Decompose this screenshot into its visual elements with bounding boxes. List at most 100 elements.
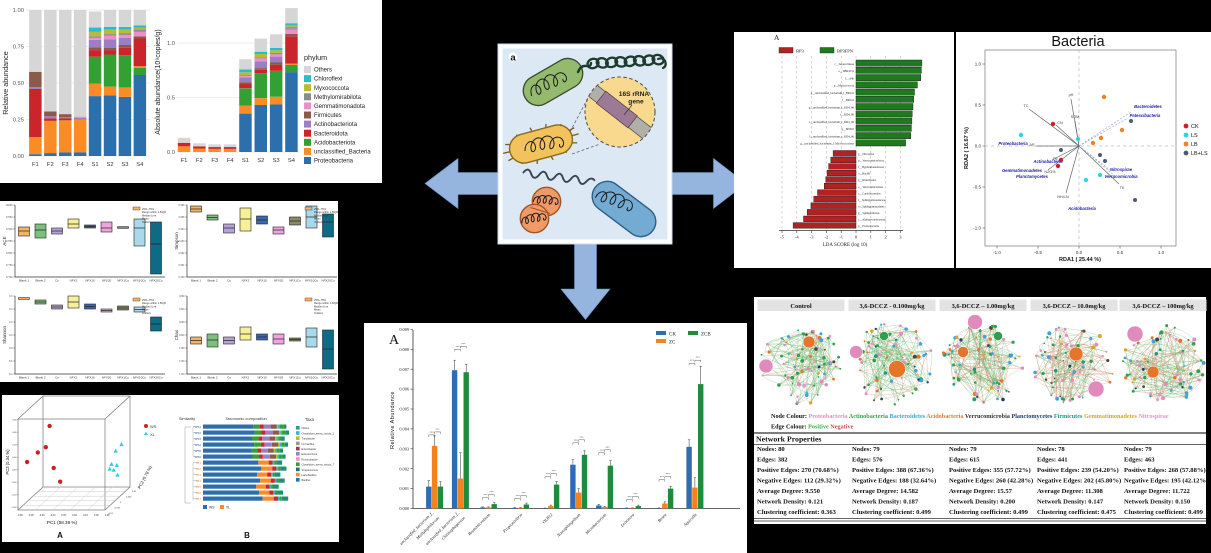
svg-text:Clustering coefficient: 0.499: Clustering coefficient: 0.499: [852, 509, 932, 516]
svg-text:Edge Colour: Positive Negative: Edge Colour: Positive Negative: [771, 424, 854, 431]
svg-text:WS1: WS1: [194, 425, 201, 429]
svg-text:Proteobacteria: Proteobacteria: [314, 159, 354, 165]
svg-text:***: ***: [483, 494, 488, 497]
svg-text:Clostridium_sensu_stricto_7: Clostridium_sensu_stricto_7: [302, 463, 335, 467]
svg-text:25%~75%: 25%~75%: [142, 298, 155, 302]
svg-text:f__Hyphomonadaceae: f__Hyphomonadaceae: [858, 165, 885, 169]
svg-text:g__MND1: g__MND1: [841, 127, 854, 131]
svg-text:LB+LS: LB+LS: [1191, 151, 1208, 157]
svg-text:A: A: [389, 333, 400, 348]
svg-text:0.003: 0.003: [399, 446, 409, 451]
svg-text:-3: -3: [810, 235, 814, 240]
svg-text:Methylomirabilota: Methylomirabilota: [314, 95, 362, 101]
svg-text:f__unclassified_bacterium_c_KD: f__unclassified_bacterium_c_KD4_96: [809, 134, 854, 138]
svg-text:Nodes: 79: Nodes: 79: [852, 446, 880, 453]
svg-text:NFX1Cu: NFX1Cu: [289, 376, 301, 380]
svg-text:1840: 1840: [179, 308, 185, 311]
svg-text:Streptococcus: Streptococcus: [302, 468, 319, 472]
svg-text:1760: 1760: [179, 360, 185, 363]
svg-text:NFX10: NFX10: [257, 279, 267, 283]
svg-text:NFX1: NFX1: [70, 279, 78, 283]
svg-text:0.006: 0.006: [399, 387, 410, 392]
svg-text:A: A: [57, 531, 63, 540]
svg-text:9.4: 9.4: [9, 308, 13, 311]
svg-text:0.001: 0.001: [399, 486, 409, 491]
svg-text:Gemmatimonadota: Gemmatimonadota: [314, 104, 366, 110]
svg-text:NFX10: NFX10: [85, 376, 95, 380]
svg-text:PC1 (58.39 %): PC1 (58.39 %): [47, 520, 78, 525]
svg-text:Relative abundance: Relative abundance: [1, 51, 10, 115]
svg-text:S1: S1: [242, 158, 249, 164]
svg-text:***: ***: [660, 476, 665, 479]
svg-text:Cu: Cu: [227, 279, 231, 283]
svg-text:0.0: 0.0: [975, 144, 982, 149]
svg-text:Median Line: Median Line: [314, 304, 329, 308]
svg-text:S4: S4: [288, 158, 296, 164]
svg-text:Cu: Cu: [227, 376, 231, 380]
svg-text:BP3FPN: BP3FPN: [837, 49, 854, 54]
svg-text:ACE: ACE: [2, 236, 7, 245]
svg-text:Outliers: Outliers: [314, 220, 324, 224]
svg-text:-1.0: -1.0: [973, 226, 981, 231]
svg-text:Median Line: Median Line: [314, 213, 329, 217]
svg-text:LS: LS: [1191, 133, 1198, 139]
svg-text:0.5: 0.5: [975, 103, 982, 108]
svg-text:WS: WS: [150, 424, 157, 429]
svg-text:AP: AP: [1029, 143, 1035, 147]
svg-text:17900: 17900: [6, 228, 13, 231]
svg-text:-0.02: -0.02: [12, 482, 18, 484]
svg-text:0.02: 0.02: [12, 457, 17, 459]
svg-text:Blank 2: Blank 2: [35, 376, 45, 380]
svg-text:Actinobacteria: Actinobacteria: [1032, 159, 1063, 164]
svg-text:25%~75%: 25%~75%: [142, 207, 155, 211]
svg-text:F2: F2: [196, 158, 203, 164]
svg-text:o__Bacilli: o__Bacilli: [858, 172, 870, 176]
svg-text:o__Verrucomicrobiae: o__Verrucomicrobiae: [858, 185, 884, 189]
svg-text:2: 2: [884, 235, 886, 240]
svg-text:9.2: 9.2: [9, 321, 13, 324]
svg-text:Negative Edges: 112 (29.32%): Negative Edges: 112 (29.32%): [757, 478, 841, 485]
svg-text:NFX20Cu: NFX20Cu: [321, 279, 335, 283]
svg-text:0.01: 0.01: [132, 491, 137, 493]
svg-text:Patescibacteria: Patescibacteria: [1130, 113, 1161, 118]
svg-text:c__KD4_96: c__KD4_96: [840, 113, 855, 117]
svg-text:NFX1Cu: NFX1Cu: [117, 279, 129, 283]
svg-text:pH: pH: [1069, 93, 1074, 97]
svg-text:Blank 2: Blank 2: [207, 376, 217, 380]
svg-text:9.0: 9.0: [9, 334, 13, 337]
svg-text:NFX10: NFX10: [85, 279, 95, 283]
svg-text:0.0: 0.0: [167, 150, 175, 156]
svg-text:Mean: Mean: [142, 308, 149, 312]
svg-text:Clustering coefficient: 0.475: Clustering coefficient: 0.475: [1037, 509, 1117, 516]
svg-text:***: ***: [435, 428, 440, 431]
svg-text:Average Degree: 11.308: Average Degree: 11.308: [1037, 488, 1104, 495]
svg-text:o__SBR1031: o__SBR1031: [838, 69, 854, 73]
svg-text:NFX10: NFX10: [257, 376, 267, 380]
svg-text:1820: 1820: [179, 321, 185, 324]
svg-text:NFX1: NFX1: [70, 376, 78, 380]
svg-text:1860: 1860: [179, 295, 185, 298]
svg-text:Clostridium_sensu_stricto_1: Clostridium_sensu_stricto_1: [302, 431, 335, 435]
svg-text:gene: gene: [628, 99, 644, 106]
svg-text:0.02: 0.02: [72, 514, 77, 517]
svg-text:Myxococcota: Myxococcota: [314, 86, 350, 92]
svg-text:***: ***: [574, 439, 579, 442]
svg-text:o__Sphingomonadales: o__Sphingomonadales: [858, 204, 885, 208]
svg-text:Network Density: 0.147: Network Density: 0.147: [1037, 499, 1104, 506]
svg-text:Network Density: 0.200: Network Density: 0.200: [949, 499, 1016, 506]
svg-text:-4: -4: [795, 235, 799, 240]
svg-text:Average Degree: 15.57: Average Degree: 15.57: [949, 488, 1013, 495]
svg-text:Positive Edges: 270 (70.68%): Positive Edges: 270 (70.68%): [757, 467, 839, 474]
svg-text:NFX20Cu: NFX20Cu: [149, 376, 163, 380]
svg-text:0.002: 0.002: [399, 466, 409, 471]
svg-text:***: ***: [605, 446, 610, 449]
svg-text:-5: -5: [780, 235, 784, 240]
svg-text:XL6: XL6: [196, 491, 202, 495]
svg-text:Blank 2: Blank 2: [207, 279, 217, 283]
svg-text:0.963: 0.963: [179, 240, 186, 243]
svg-text:Blank 1: Blank 1: [191, 376, 201, 380]
svg-text:Enterobacter: Enterobacter: [302, 447, 317, 451]
svg-text:F4: F4: [77, 162, 85, 168]
svg-text:-0.06: -0.06: [12, 507, 18, 509]
svg-text:p__Proteobacteria: p__Proteobacteria: [858, 224, 880, 228]
